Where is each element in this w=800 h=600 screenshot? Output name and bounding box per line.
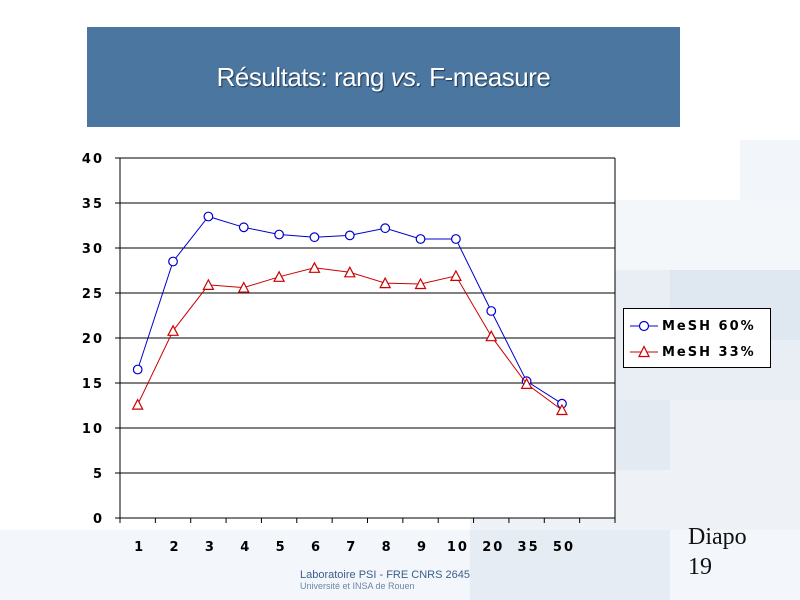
- data-point: [450, 234, 461, 244]
- data-point: [238, 222, 249, 233]
- legend-marker-circle: [630, 320, 658, 332]
- data-point: [555, 403, 568, 416]
- x-tick-labels: 1 2 3 4 5 6 7 8 9 10 20 35 50: [134, 540, 575, 555]
- data-point: [414, 277, 427, 290]
- axes: [115, 157, 616, 523]
- x-tick-label: 8: [382, 540, 393, 555]
- footer: Laboratoire PSI - FRE CNRS 2645 Universi…: [300, 569, 520, 591]
- x-tick-label: 9: [417, 540, 428, 555]
- data-point: [380, 223, 391, 234]
- x-tick-label: 50: [553, 540, 575, 555]
- data-point: [485, 329, 498, 342]
- slide-number-value: 19: [688, 554, 712, 580]
- y-tick-label: 15: [82, 377, 104, 392]
- data-point: [520, 377, 533, 389]
- title-banner: Résultats: rang vs. F-measure: [87, 27, 680, 127]
- y-tick-labels: 0 5 10 15 20 25 30 35 40: [82, 152, 104, 527]
- x-tick-label: 6: [311, 540, 322, 555]
- y-tick-label: 30: [82, 242, 104, 257]
- x-tick-label: 35: [518, 540, 540, 555]
- data-point: [343, 266, 356, 278]
- background-tile: [470, 530, 670, 600]
- background-tile: [740, 140, 800, 200]
- data-point: [237, 281, 250, 293]
- data-point: [131, 398, 144, 410]
- data-point: [273, 270, 286, 282]
- data-point: [132, 364, 143, 375]
- legend-label: MeSH 33%: [662, 344, 756, 360]
- data-point: [415, 234, 426, 244]
- slide-title: Résultats: rang vs. F-measure: [216, 61, 551, 92]
- legend: MeSH 60% MeSH 33%: [623, 308, 771, 368]
- slide-label: Diapo: [688, 524, 747, 550]
- data-point: [344, 230, 355, 241]
- legend-label: MeSH 60%: [662, 318, 756, 334]
- y-tick-label: 40: [82, 152, 104, 167]
- legend-marker-triangle: [630, 345, 658, 358]
- y-tick-label: 25: [82, 287, 104, 302]
- x-tick-label: 10: [447, 540, 469, 555]
- y-tick-label: 5: [93, 467, 104, 482]
- x-tick-label: 7: [346, 540, 357, 555]
- x-tick-label: 3: [205, 540, 216, 555]
- data-point: [202, 278, 215, 290]
- y-tick-label: 20: [82, 332, 104, 347]
- legend-item: MeSH 33%: [630, 341, 756, 363]
- background-tile: [610, 200, 800, 270]
- footer-lab-name: Laboratoire PSI - FRE CNRS 2645: [300, 569, 470, 581]
- data-point: [203, 211, 214, 222]
- series-group: [131, 211, 568, 416]
- data-point: [309, 232, 320, 243]
- data-point: [449, 269, 462, 281]
- data-point: [274, 229, 285, 240]
- x-tick-label: 4: [240, 540, 251, 555]
- y-tick-label: 10: [82, 422, 104, 437]
- data-point: [168, 256, 178, 267]
- slide-number: Diapo 19: [688, 522, 768, 582]
- data-point: [308, 261, 321, 273]
- data-point: [379, 276, 392, 289]
- x-tick-label: 2: [170, 540, 181, 555]
- x-tick-label: 1: [134, 540, 145, 555]
- footer-university: Université et INSA de Rouen: [300, 581, 415, 591]
- x-tick-label: 5: [276, 540, 287, 555]
- y-tick-label: 35: [82, 197, 104, 212]
- data-point: [167, 324, 180, 336]
- data-point: [486, 306, 497, 316]
- y-tick-label: 0: [93, 512, 104, 527]
- x-tick-label: 20: [482, 540, 504, 555]
- legend-item: MeSH 60%: [630, 315, 756, 337]
